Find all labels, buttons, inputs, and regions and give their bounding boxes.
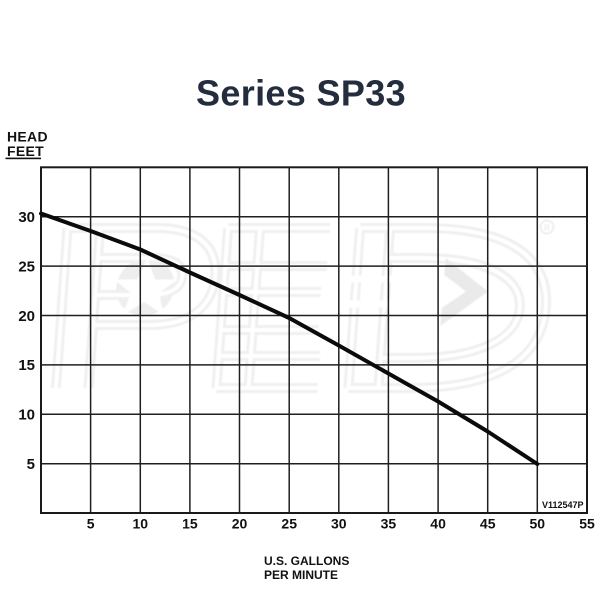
svg-text:50: 50 (530, 516, 546, 532)
svg-text:PER MINUTE: PER MINUTE (264, 568, 338, 582)
svg-text:45: 45 (480, 516, 496, 532)
svg-text:Series SP33: Series SP33 (196, 73, 406, 114)
svg-text:10: 10 (18, 407, 35, 424)
svg-text:V112547P: V112547P (542, 500, 584, 510)
svg-text:20: 20 (18, 308, 35, 325)
svg-text:15: 15 (182, 516, 198, 532)
svg-text:15: 15 (18, 357, 35, 374)
svg-text:10: 10 (133, 516, 149, 532)
svg-text:HEAD: HEAD (7, 129, 48, 145)
svg-text:R: R (544, 223, 550, 233)
svg-text:25: 25 (18, 258, 35, 275)
svg-text:40: 40 (430, 516, 446, 532)
svg-text:25: 25 (281, 516, 297, 532)
svg-text:30: 30 (331, 516, 347, 532)
svg-text:55: 55 (579, 516, 595, 532)
svg-text:5: 5 (87, 516, 95, 532)
svg-text:20: 20 (232, 516, 248, 532)
svg-text:35: 35 (381, 516, 397, 532)
svg-text:5: 5 (27, 456, 35, 473)
svg-text:FEET: FEET (7, 143, 44, 159)
svg-text:U.S. GALLONS: U.S. GALLONS (264, 554, 349, 568)
svg-text:30: 30 (18, 209, 35, 226)
